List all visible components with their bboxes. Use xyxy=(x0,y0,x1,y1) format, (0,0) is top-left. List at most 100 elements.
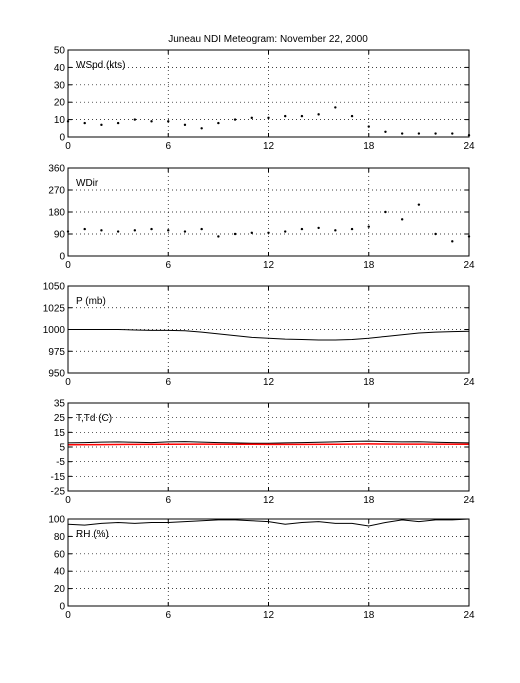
wspd-point-7 xyxy=(183,123,187,127)
pressure-series-0-line xyxy=(68,329,470,341)
wdir-point-15 xyxy=(317,226,320,230)
panel-rh: 0 6 12 18 24 0 20 40 60 80 100 RH (%) xyxy=(48,515,475,622)
pressure-xtick-label-2: 12 xyxy=(263,377,275,388)
temp-series-1-line xyxy=(67,443,470,446)
panel-wdir: 0 6 12 18 24 0 90 180 270 360 WDir xyxy=(48,164,475,272)
wspd-xtick-label-1: 6 xyxy=(165,141,171,152)
rh-ytick-label-2: 40 xyxy=(54,567,66,578)
wdir-ytick-label-4: 360 xyxy=(48,164,65,175)
wdir-point-14 xyxy=(300,227,304,231)
wspd-point-6 xyxy=(167,120,170,123)
wdir-point-18 xyxy=(367,225,370,228)
wspd-point-10 xyxy=(233,118,237,121)
wspd-xtick-label-0: 0 xyxy=(65,141,71,152)
wdir-xtick-label-0: 0 xyxy=(65,260,71,271)
pressure-panel-label: P (mb) xyxy=(76,296,106,307)
rh-ytick-label-4: 80 xyxy=(54,532,66,543)
pressure-ytick-label-2: 1000 xyxy=(43,325,66,336)
pressure-xtick-label-3: 18 xyxy=(363,377,375,388)
wspd-point-15 xyxy=(317,113,320,116)
wspd-point-12 xyxy=(267,116,270,120)
wdir-ytick-label-3: 270 xyxy=(48,186,65,197)
wspd-point-3 xyxy=(116,121,120,125)
panel-wspd: 0 6 12 18 24 0 10 20 30 40 50 WSpd (kts) xyxy=(54,46,475,153)
temp-ytick-label-6: 35 xyxy=(54,399,66,410)
temp-ytick-label-5: 25 xyxy=(54,413,66,424)
pressure-ytick-label-0: 950 xyxy=(48,369,65,380)
temp-xtick-label-3: 18 xyxy=(363,495,375,506)
wdir-point-7 xyxy=(183,230,187,233)
wdir-point-5 xyxy=(150,227,153,231)
wspd-ytick-label-1: 10 xyxy=(54,115,66,126)
wdir-xtick-label-3: 18 xyxy=(363,260,375,271)
wdir-point-9 xyxy=(217,235,220,238)
rh-xtick-label-1: 6 xyxy=(165,610,171,621)
rh-xtick-label-0: 0 xyxy=(65,610,71,621)
temp-ytick-label-4: 15 xyxy=(54,428,66,439)
pressure-xtick-label-1: 6 xyxy=(165,377,171,388)
wdir-point-21 xyxy=(417,203,421,206)
figure-title: Juneau NDI Meteogram: November 22, 2000 xyxy=(168,34,368,45)
wdir-point-11 xyxy=(250,231,253,234)
rh-panel-label: RH (%) xyxy=(76,529,109,540)
wspd-panel-label: WSpd (kts) xyxy=(76,60,125,71)
wspd-ytick-label-2: 20 xyxy=(54,98,66,109)
wdir-point-2 xyxy=(100,229,103,232)
wspd-point-9 xyxy=(217,121,220,125)
rh-ytick-label-1: 20 xyxy=(54,584,66,595)
temp-ytick-label-1: -15 xyxy=(51,472,66,483)
wspd-point-18 xyxy=(367,125,370,128)
wspd-point-13 xyxy=(284,114,287,118)
wspd-point-23 xyxy=(451,132,454,135)
wdir-point-3 xyxy=(116,230,120,233)
panel-pressure: 0 6 12 18 24 950 975 1000 1025 1050 P (mb) xyxy=(43,282,475,389)
wspd-point-21 xyxy=(417,132,421,135)
wdir-point-10 xyxy=(233,232,237,236)
temp-series-0-line xyxy=(67,440,470,444)
wdir-point-20 xyxy=(400,218,404,221)
rh-ytick-label-0: 0 xyxy=(59,602,65,613)
wspd-ytick-label-5: 50 xyxy=(54,46,66,57)
pressure-ytick-label-4: 1050 xyxy=(43,282,66,293)
temp-xtick-label-0: 0 xyxy=(65,495,71,506)
wdir-point-16 xyxy=(334,229,337,232)
wdir-xtick-label-1: 6 xyxy=(165,260,171,271)
wdir-point-6 xyxy=(167,229,170,232)
wspd-xtick-label-4: 24 xyxy=(463,141,475,152)
wdir-ytick-label-0: 0 xyxy=(59,252,65,263)
wdir-panel-label: WDir xyxy=(76,178,99,189)
wspd-point-5 xyxy=(150,120,153,123)
temp-panel-label: T,Td (C) xyxy=(76,413,112,424)
wdir-point-23 xyxy=(451,240,454,243)
wspd-xtick-label-2: 12 xyxy=(263,141,275,152)
wspd-point-22 xyxy=(434,132,437,135)
wdir-point-17 xyxy=(350,227,354,231)
temp-ytick-label-2: -5 xyxy=(56,457,65,468)
wdir-point-12 xyxy=(267,231,270,234)
wdir-point-13 xyxy=(284,230,287,233)
rh-ytick-label-3: 60 xyxy=(54,549,66,560)
wdir-ytick-label-1: 90 xyxy=(54,230,66,241)
wspd-point-19 xyxy=(384,130,387,133)
temp-xtick-label-1: 6 xyxy=(165,495,171,506)
rh-xtick-label-4: 24 xyxy=(463,610,475,621)
temp-xtick-label-2: 12 xyxy=(263,495,275,506)
panel-temp: 0 6 12 18 24 -25 -15 -5 5 15 25 35 T,Td (C) xyxy=(51,399,475,507)
wspd-point-16 xyxy=(334,106,337,109)
wspd-ytick-label-3: 30 xyxy=(54,80,66,91)
temp-ytick-label-3: 5 xyxy=(59,443,65,454)
wdir-point-8 xyxy=(200,227,203,231)
wdir-point-4 xyxy=(133,229,137,232)
wspd-point-20 xyxy=(400,132,404,135)
wspd-ytick-label-0: 0 xyxy=(59,133,65,144)
wspd-point-14 xyxy=(300,114,304,118)
wdir-xtick-label-2: 12 xyxy=(263,260,275,271)
pressure-xtick-label-4: 24 xyxy=(463,377,475,388)
rh-xtick-label-2: 12 xyxy=(263,610,275,621)
wspd-point-17 xyxy=(350,114,354,118)
rh-ytick-label-5: 100 xyxy=(48,515,65,526)
wspd-point-1 xyxy=(83,121,86,125)
